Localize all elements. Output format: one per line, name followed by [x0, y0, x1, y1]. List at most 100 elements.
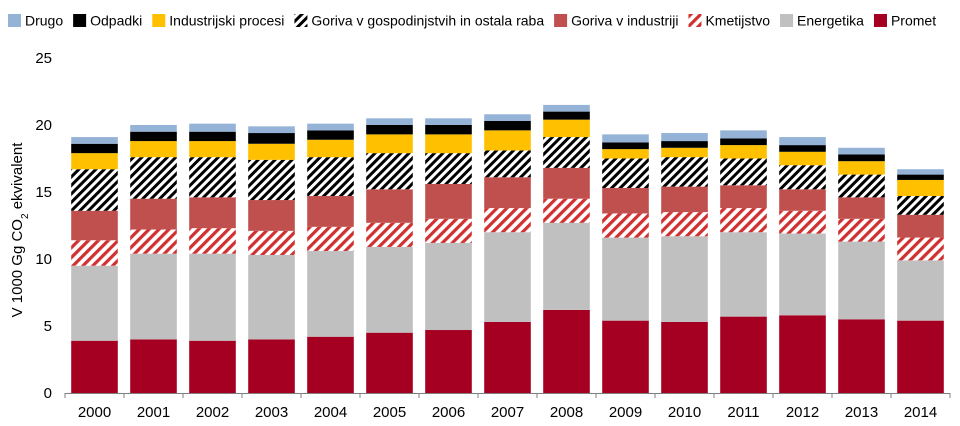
bar-stack-2003 — [248, 126, 295, 393]
legend-item-industrijski-procesi: Industrijski procesi — [152, 13, 284, 29]
legend-label: Goriva v industriji — [571, 13, 678, 29]
bar-segment-odpadki-2003 — [248, 133, 295, 144]
bar-segment-kmetijstvo-2001 — [130, 229, 177, 254]
bar-segment-goriva-v-gospodinjstvih-in-ostala-raba-2010 — [661, 157, 708, 187]
legend-item-promet: Promet — [873, 13, 936, 29]
bar-segment-energetika-2011 — [720, 232, 767, 317]
bar-segment-drugo-2002 — [189, 123, 236, 132]
y-axis-title-group: V 1000 Gg CO2 ekvivalent — [9, 142, 31, 318]
bar-segment-promet-2003 — [248, 339, 295, 393]
legend-item-goriva-v-gospodinjstvih-in-ostala-raba: Goriva v gospodinjstvih in ostala raba — [294, 13, 544, 29]
bar-segment-drugo-2009 — [602, 134, 649, 143]
bar-stack-2001 — [130, 125, 177, 393]
y-tick-label: 25 — [35, 50, 52, 67]
bar-segment-kmetijstvo-2000 — [71, 240, 118, 266]
legend-label: Odpadki — [90, 13, 142, 29]
bar-segment-kmetijstvo-2004 — [307, 226, 354, 251]
bar-segment-kmetijstvo-2005 — [366, 222, 413, 247]
bar-segment-kmetijstvo-2003 — [248, 230, 295, 255]
bar-segment-industrijski-procesi-2002 — [189, 141, 236, 158]
bar-stack-2005 — [366, 118, 413, 393]
bar-segment-drugo-2014 — [897, 169, 944, 175]
x-tick-label: 2000 — [78, 404, 111, 421]
x-axis: 2000 2001 2002 2003 2004 2005 2006 2007 2008 2009… — [64, 393, 951, 421]
bar-segment-energetika-2007 — [484, 232, 531, 322]
bar-segment-odpadki-2012 — [779, 145, 826, 152]
bar-segment-drugo-2000 — [71, 137, 118, 144]
bar-segment-industrijski-procesi-2006 — [425, 134, 472, 154]
x-tick-label: 2006 — [432, 404, 465, 421]
bar-segment-industrijski-procesi-2005 — [366, 134, 413, 154]
legend-label: Goriva v gospodinjstvih in ostala raba — [311, 13, 544, 29]
bar-segment-kmetijstvo-2011 — [720, 208, 767, 233]
y-axis-title-subscript: 2 — [20, 213, 31, 219]
bar-segment-kmetijstvo-2009 — [602, 213, 649, 238]
bar-segment-kmetijstvo-2006 — [425, 218, 472, 243]
bar-segment-goriva-v-industriji-2012 — [779, 189, 826, 211]
bar-segment-goriva-v-industriji-2008 — [543, 167, 590, 199]
bar-segment-odpadki-2002 — [189, 131, 236, 142]
x-tick-label: 2013 — [845, 404, 878, 421]
bar-segment-odpadki-2004 — [307, 130, 354, 140]
bar-segment-promet-2000 — [71, 340, 118, 393]
bar-segment-odpadki-2007 — [484, 120, 531, 131]
legend-swatch — [8, 14, 21, 27]
legend-item-goriva-v-industriji: Goriva v industriji — [554, 13, 678, 29]
legend-label: Industrijski procesi — [169, 13, 284, 29]
bar-segment-energetika-2006 — [425, 242, 472, 331]
bar-segment-odpadki-2006 — [425, 125, 472, 135]
bar-segment-goriva-v-industriji-2001 — [130, 198, 177, 230]
bar-segment-goriva-v-industriji-2003 — [248, 200, 295, 231]
bar-segment-odpadki-2014 — [897, 174, 944, 180]
bar-segment-odpadki-2009 — [602, 142, 649, 150]
x-tick-label: 2009 — [609, 404, 642, 421]
bar-segment-odpadki-2008 — [543, 111, 590, 120]
bar-segment-goriva-v-gospodinjstvih-in-ostala-raba-2012 — [779, 165, 826, 190]
bar-segment-drugo-2013 — [838, 147, 885, 155]
bar-segment-goriva-v-gospodinjstvih-in-ostala-raba-2001 — [130, 157, 177, 199]
bar-stack-2000 — [71, 137, 118, 393]
bar-segment-energetika-2003 — [248, 254, 295, 340]
bar-segment-energetika-2005 — [366, 246, 413, 333]
y-axis-title-rest: ekvivalent — [9, 142, 26, 214]
bar-segment-goriva-v-gospodinjstvih-in-ostala-raba-2009 — [602, 158, 649, 188]
bar-stack-2008 — [543, 104, 590, 393]
bar-stack-2012 — [779, 137, 826, 393]
bar-segment-industrijski-procesi-2014 — [897, 179, 944, 197]
legend-swatch — [73, 14, 87, 27]
bar-stack-2013 — [838, 147, 885, 393]
bar-stack-2009 — [602, 134, 649, 393]
bar-segment-industrijski-procesi-2001 — [130, 141, 177, 158]
bar-stack-2002 — [189, 123, 236, 393]
y-axis-title-main: V 1000 Gg CO — [9, 219, 26, 317]
bar-segment-goriva-v-industriji-2014 — [897, 214, 944, 238]
legend-swatch — [688, 14, 702, 27]
bar-segment-drugo-2005 — [366, 118, 413, 125]
bar-segment-goriva-v-industriji-2006 — [425, 183, 472, 219]
bar-segment-kmetijstvo-2007 — [484, 208, 531, 233]
bar-segment-drugo-2011 — [720, 130, 767, 139]
bar-segment-promet-2005 — [366, 332, 413, 393]
bar-segment-industrijski-procesi-2004 — [307, 139, 354, 158]
bar-segment-goriva-v-gospodinjstvih-in-ostala-raba-2007 — [484, 150, 531, 178]
bar-segment-promet-2002 — [189, 340, 236, 393]
bar-segment-energetika-2012 — [779, 233, 826, 316]
bar-segment-industrijski-procesi-2007 — [484, 130, 531, 151]
x-tick-label: 2008 — [550, 404, 583, 421]
bar-segment-goriva-v-gospodinjstvih-in-ostala-raba-2014 — [897, 196, 944, 215]
bar-segment-goriva-v-gospodinjstvih-in-ostala-raba-2005 — [366, 153, 413, 190]
bar-segment-odpadki-2001 — [130, 131, 177, 142]
bar-segment-industrijski-procesi-2009 — [602, 149, 649, 159]
x-tick-label: 2014 — [904, 404, 937, 421]
bar-segment-odpadki-2005 — [366, 125, 413, 135]
bar-segment-drugo-2003 — [248, 126, 295, 134]
bar-segment-promet-2008 — [543, 309, 590, 393]
bar-segment-energetika-2001 — [130, 253, 177, 340]
bar-segment-kmetijstvo-2008 — [543, 198, 590, 223]
y-tick-label: 10 — [35, 251, 52, 268]
bar-segment-drugo-2004 — [307, 123, 354, 131]
y-tick-label: 15 — [35, 184, 52, 201]
bar-segment-promet-2007 — [484, 321, 531, 393]
